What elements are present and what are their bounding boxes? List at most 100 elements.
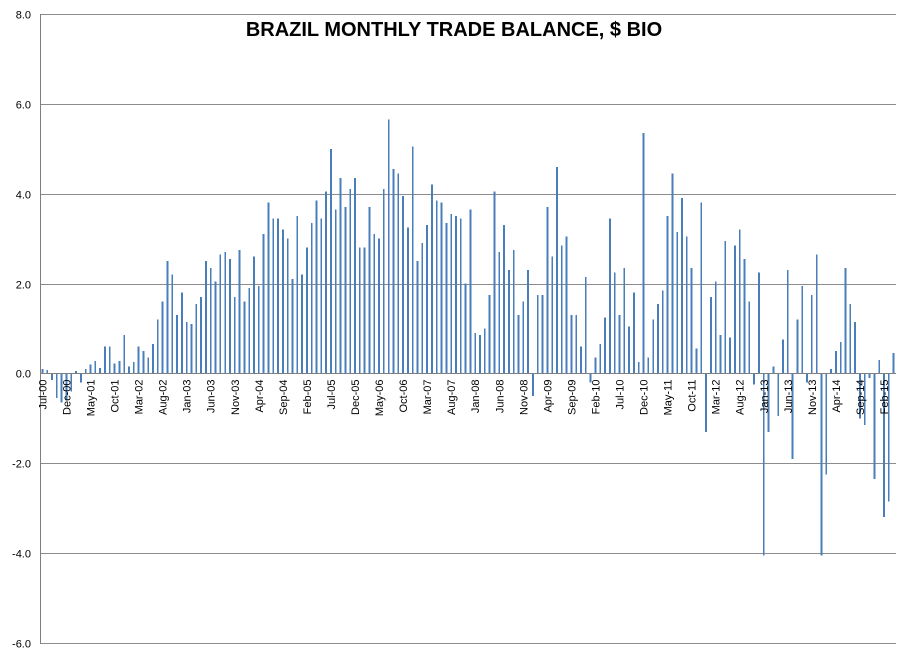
bar [315, 200, 318, 374]
bar [435, 200, 438, 374]
x-tick-label: Oct-11 [687, 380, 699, 412]
bar [883, 373, 885, 518]
bar [257, 285, 260, 374]
bar [272, 218, 275, 374]
bar [406, 227, 409, 374]
bar [108, 346, 111, 374]
bar [243, 301, 246, 374]
bar [844, 267, 847, 374]
bar [633, 292, 635, 374]
x-tick-label: Oct-06 [398, 380, 410, 413]
bar [79, 373, 82, 383]
bar [200, 297, 202, 374]
bar [402, 195, 404, 374]
x-tick-label: Jun-08 [494, 380, 506, 414]
x-tick-label: Feb-05 [302, 380, 314, 415]
y-axis-tick-labels: 8.0 6.0 4.0 2.0 0.0 -2.0 -4.0 -6.0 [12, 10, 31, 651]
bar [613, 272, 616, 374]
x-tick-label: Mar-02 [134, 379, 146, 414]
bar [397, 173, 400, 374]
bar [671, 173, 674, 374]
bar [839, 341, 842, 374]
bar [786, 270, 789, 374]
bar [431, 184, 433, 374]
bar [734, 245, 736, 374]
bar [676, 231, 679, 374]
bar [560, 245, 563, 374]
x-tick-label: Nov-03 [230, 379, 242, 414]
y-tick-label: 2.0 [16, 280, 31, 292]
x-tick-label: Sep-09 [566, 379, 578, 414]
bar [892, 353, 895, 374]
bar [455, 216, 457, 374]
bar [873, 373, 876, 480]
bar [205, 261, 207, 374]
x-tick-label: Sep-04 [278, 379, 290, 414]
bar [743, 258, 746, 374]
bar [724, 240, 727, 374]
bar [209, 267, 212, 374]
bar [705, 373, 707, 432]
bar [286, 238, 289, 374]
bar [709, 297, 712, 374]
bar [863, 373, 866, 426]
bar [156, 319, 159, 374]
bar [878, 359, 881, 374]
bar [806, 373, 808, 383]
bar [354, 177, 356, 374]
bar [166, 261, 169, 374]
y-tick-label: 8.0 [16, 10, 31, 22]
x-tick-label: Jun-13 [783, 380, 795, 414]
bar [628, 326, 630, 374]
x-tick-label: Nov-08 [518, 379, 530, 414]
bar [99, 368, 102, 374]
bar [301, 274, 303, 374]
x-tick-label: Dec-05 [350, 380, 362, 415]
bar [681, 198, 683, 374]
bar [46, 369, 49, 374]
bar [796, 319, 799, 374]
bar [479, 335, 481, 374]
x-tick-label: Sep-14 [855, 379, 867, 414]
bar [219, 254, 222, 374]
x-tick-label: May-11 [663, 379, 675, 415]
x-tick-label: Aug-07 [446, 380, 458, 415]
bar [825, 373, 828, 475]
bar [450, 213, 453, 374]
bar [60, 373, 63, 403]
bar [349, 189, 352, 374]
bar [224, 252, 227, 374]
bar [666, 216, 669, 374]
bar [411, 146, 414, 374]
bar [330, 148, 332, 374]
bar [657, 303, 659, 374]
bar [551, 256, 554, 374]
bar [604, 317, 606, 374]
bar [267, 202, 270, 374]
bar [498, 252, 501, 374]
bar [229, 258, 231, 374]
x-tick-label: Mar-07 [422, 379, 434, 414]
bar [714, 281, 717, 374]
bar [536, 294, 539, 374]
bar [334, 209, 337, 374]
bar [75, 371, 77, 374]
bar [507, 270, 510, 374]
bar [700, 202, 703, 374]
bar [580, 346, 582, 374]
bar [469, 209, 472, 374]
x-tick-label: Jan-08 [470, 379, 482, 413]
bar [195, 303, 198, 374]
bar [695, 348, 698, 374]
bar [147, 357, 150, 374]
bar [810, 294, 813, 374]
bar [132, 362, 135, 374]
bar [618, 315, 621, 374]
bar [719, 335, 722, 374]
bar [782, 339, 784, 374]
bar [623, 267, 626, 374]
bar [690, 267, 693, 374]
bar [762, 373, 765, 556]
bar [637, 362, 640, 374]
bar [291, 279, 294, 374]
